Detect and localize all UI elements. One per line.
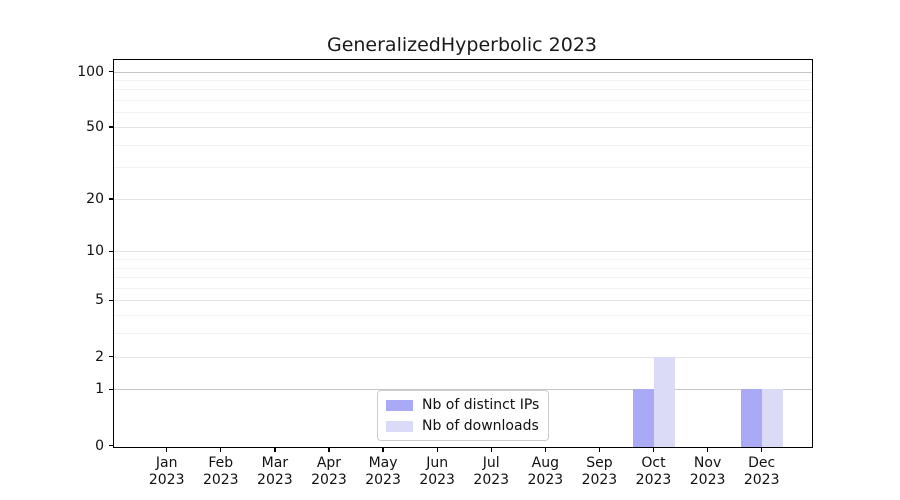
plot-area: 0 1 2 5 10 20 50 100 Jan 2023 Feb 2023 Mar 2023 Apr 202… — [77, 59, 813, 488]
x-tick-mark — [706, 447, 709, 452]
legend-label: Nb of distinct IPs — [422, 397, 540, 413]
y-tick-label: 100 — [77, 63, 104, 80]
y-minor-gridline — [114, 167, 812, 169]
legend-item: Nb of distinct IPs — [386, 397, 539, 413]
y-tick-mark — [108, 126, 113, 128]
y-minor-gridline — [114, 315, 812, 317]
y-tick-label: 10 — [86, 243, 104, 260]
y-tick-mark — [108, 299, 113, 302]
y-minor-gridline — [114, 89, 812, 91]
x-tick-label: Aug 2023 — [527, 455, 564, 488]
y-tick-mark — [108, 250, 113, 253]
y-gridline — [114, 356, 812, 358]
x-tick-label: Dec 2023 — [743, 455, 780, 488]
y-minor-gridline — [114, 112, 812, 114]
y-gridline — [114, 300, 812, 302]
legend-swatch-icon — [386, 399, 413, 411]
y-gridline — [114, 71, 812, 73]
y-tick-label: 50 — [86, 118, 104, 135]
y-tick-label: 0 — [95, 437, 104, 454]
y-minor-gridline — [114, 100, 812, 102]
legend-item: Nb of downloads — [386, 418, 539, 434]
x-tick-label: Apr 2023 — [311, 455, 347, 488]
y-gridline — [114, 389, 812, 391]
y-minor-gridline — [114, 267, 812, 269]
x-tick-label: Nov 2023 — [689, 455, 726, 488]
legend-swatch-icon — [386, 420, 413, 432]
x-tick-label: May 2023 — [365, 455, 401, 488]
x-tick-mark — [652, 447, 655, 452]
y-tick-label: 2 — [95, 348, 104, 365]
x-tick-label: Jan 2023 — [148, 455, 185, 488]
x-tick-label: Jul 2023 — [473, 455, 510, 488]
y-tick-mark — [108, 198, 113, 200]
y-minor-gridline — [114, 80, 812, 82]
x-tick-mark — [220, 447, 222, 452]
x-tick-label: Sep 2023 — [581, 455, 618, 488]
y-gridline — [114, 251, 812, 253]
x-tick-mark — [328, 447, 330, 452]
x-tick-mark — [761, 447, 763, 452]
x-tick-mark — [382, 447, 384, 452]
x-tick-mark — [544, 447, 546, 452]
y-tick-label: 5 — [95, 292, 104, 309]
y-gridline — [114, 198, 812, 200]
x-tick-label: Oct 2023 — [635, 455, 672, 488]
y-minor-gridline — [114, 144, 812, 146]
x-tick-mark — [274, 447, 276, 452]
legend-label: Nb of downloads — [422, 418, 539, 434]
x-tick-mark — [166, 447, 168, 452]
x-tick-mark — [490, 447, 492, 452]
x-tick-mark — [436, 447, 438, 452]
y-tick-mark — [108, 388, 113, 391]
y-minor-gridline — [114, 287, 812, 289]
y-minor-gridline — [114, 259, 812, 260]
y-tick-mark — [108, 356, 113, 358]
bar-downloads — [761, 389, 783, 447]
y-minor-gridline — [114, 277, 812, 279]
y-tick-label: 1 — [95, 381, 104, 398]
chart-title: GeneralizedHyperbolic 2023 — [326, 34, 598, 56]
y-tick-label: 20 — [86, 190, 104, 207]
x-tick-label: Jun 2023 — [419, 455, 455, 488]
y-tick-mark — [108, 71, 113, 73]
bar-distinct-ips — [632, 389, 654, 447]
y-minor-gridline — [114, 333, 812, 335]
x-tick-label: Feb 2023 — [202, 455, 239, 488]
x-tick-label: Mar 2023 — [257, 455, 293, 488]
bar-distinct-ips — [740, 389, 762, 447]
x-tick-mark — [598, 447, 601, 452]
y-tick-mark — [108, 445, 113, 447]
y-gridline — [114, 126, 812, 128]
legend: Nb of distinct IPs Nb of downloads — [377, 390, 550, 441]
bar-downloads — [653, 356, 675, 447]
